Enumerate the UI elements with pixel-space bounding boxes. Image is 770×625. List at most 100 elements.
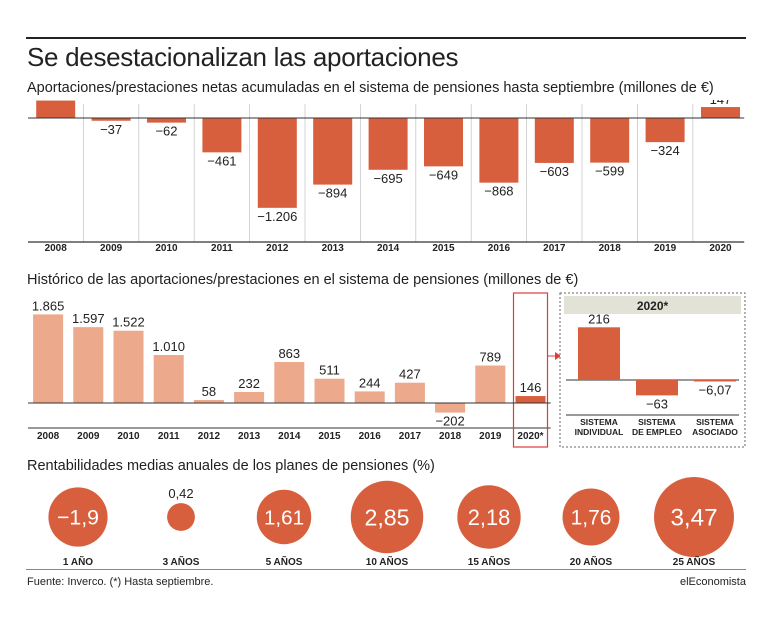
bar (394, 382, 425, 403)
highlight-box (512, 292, 549, 448)
footer-rule (26, 569, 746, 570)
category-label: 2014 (278, 431, 301, 442)
chart2-historical-contributions: 1.865 2008 1.597 2009 1.522 2010 1.010 2011 58 20… (28, 292, 746, 448)
bar (435, 403, 466, 413)
category-label: 2010 (117, 431, 140, 442)
bubble-value: 2,85 (364, 504, 409, 530)
category-label: 2008 (37, 431, 60, 442)
data-label: −649 (429, 167, 458, 182)
data-label: 1.010 (152, 339, 185, 354)
category-label: 2020* (517, 431, 543, 442)
data-label: 1.865 (32, 298, 65, 313)
data-label: −37 (100, 122, 122, 137)
bar (313, 118, 353, 185)
brand-label: elEconomista (679, 576, 746, 588)
category-label-line2: INDIVIDUAL (575, 427, 624, 437)
title-rule (26, 37, 746, 39)
chart2-title: Histórico de las aportaciones/prestacion… (27, 272, 579, 288)
data-label: −202 (435, 414, 464, 429)
bubble (654, 477, 734, 557)
bar (36, 100, 76, 118)
data-label: −461 (207, 153, 236, 168)
bar (368, 118, 408, 170)
data-label: 1.597 (72, 311, 105, 326)
category-label: 20 AÑOS (570, 555, 613, 568)
data-label: −63 (646, 396, 668, 411)
bubble (350, 480, 424, 554)
data-label: −603 (540, 164, 569, 179)
bubble-value: 0,42 (168, 486, 193, 501)
bar (314, 378, 345, 403)
category-label-line1: SISTEMA (580, 417, 618, 427)
category-label: 2008 (45, 243, 68, 254)
data-label: 216 (588, 311, 610, 326)
data-label: 58 (202, 384, 216, 399)
bubble-value: 2,18 (468, 505, 511, 530)
chart1-title: Aportaciones/prestaciones netas acumulad… (27, 80, 714, 96)
bar (91, 118, 131, 121)
bar (701, 107, 740, 118)
category-label-line1: SISTEMA (638, 417, 676, 427)
data-label: −599 (595, 164, 624, 179)
category-label: 25 AÑOS (673, 555, 716, 568)
bubble-value: 1,76 (571, 507, 612, 530)
chart1-net-contributions: 234 2008 −37 2009 −62 2010 −461 2011 −1.206 2012 −… (28, 100, 745, 254)
bar (645, 118, 685, 143)
category-label: 2012 (198, 431, 221, 442)
data-label: −1.206 (257, 209, 297, 224)
bubble-value: 3,47 (670, 505, 717, 532)
category-label-line2: ASOCIADO (692, 427, 738, 437)
bar (153, 355, 184, 403)
data-label: −868 (484, 184, 513, 199)
inset-header (564, 296, 741, 314)
source-note: Fuente: Inverco. (*) Hasta septiembre. (27, 576, 214, 588)
bubble (48, 487, 108, 547)
category-label: 2019 (654, 243, 677, 254)
category-label: 2011 (211, 243, 233, 254)
category-label: 2017 (543, 243, 566, 254)
category-label: 2013 (238, 431, 261, 442)
category-label: 2015 (318, 431, 341, 442)
category-label: 2020 (709, 243, 732, 254)
category-label: 2019 (479, 431, 502, 442)
bar (694, 380, 736, 382)
data-label: 244 (359, 375, 381, 390)
category-label: 10 AÑOS (366, 555, 409, 568)
bubble (562, 488, 620, 546)
bar (193, 400, 224, 403)
category-label: 15 AÑOS (468, 555, 511, 568)
data-label: −324 (650, 143, 679, 158)
arrow-icon (555, 352, 561, 360)
data-label: 427 (399, 367, 421, 382)
bar (636, 380, 678, 396)
bubble (167, 503, 195, 531)
category-label: 2013 (322, 243, 345, 254)
category-label-line2: DE EMPLEO (632, 427, 682, 437)
bar (274, 362, 305, 403)
bubble-value: 1,61 (264, 506, 304, 529)
data-label: 147 (710, 100, 732, 107)
category-label: 2012 (266, 243, 289, 254)
category-label: 2014 (377, 243, 400, 254)
data-label: −695 (373, 171, 402, 186)
data-label: 1.522 (112, 315, 145, 330)
bar (234, 391, 265, 403)
data-label: 789 (479, 350, 501, 365)
inset-title: 2020* (637, 299, 669, 313)
data-label: 146 (520, 380, 542, 395)
bar (33, 314, 64, 403)
bar (113, 330, 144, 403)
bar (73, 327, 104, 403)
category-label: 2011 (158, 431, 180, 442)
data-label: −6,07 (699, 383, 732, 398)
bar (257, 118, 297, 208)
category-label: 2018 (599, 243, 622, 254)
category-label: 1 AÑO (63, 555, 93, 568)
data-label: 511 (319, 363, 340, 378)
bar (590, 118, 630, 163)
bar (578, 327, 620, 380)
category-label: 2015 (432, 243, 455, 254)
category-label: 2016 (488, 243, 511, 254)
data-label: −894 (318, 186, 347, 201)
bar (534, 118, 574, 163)
